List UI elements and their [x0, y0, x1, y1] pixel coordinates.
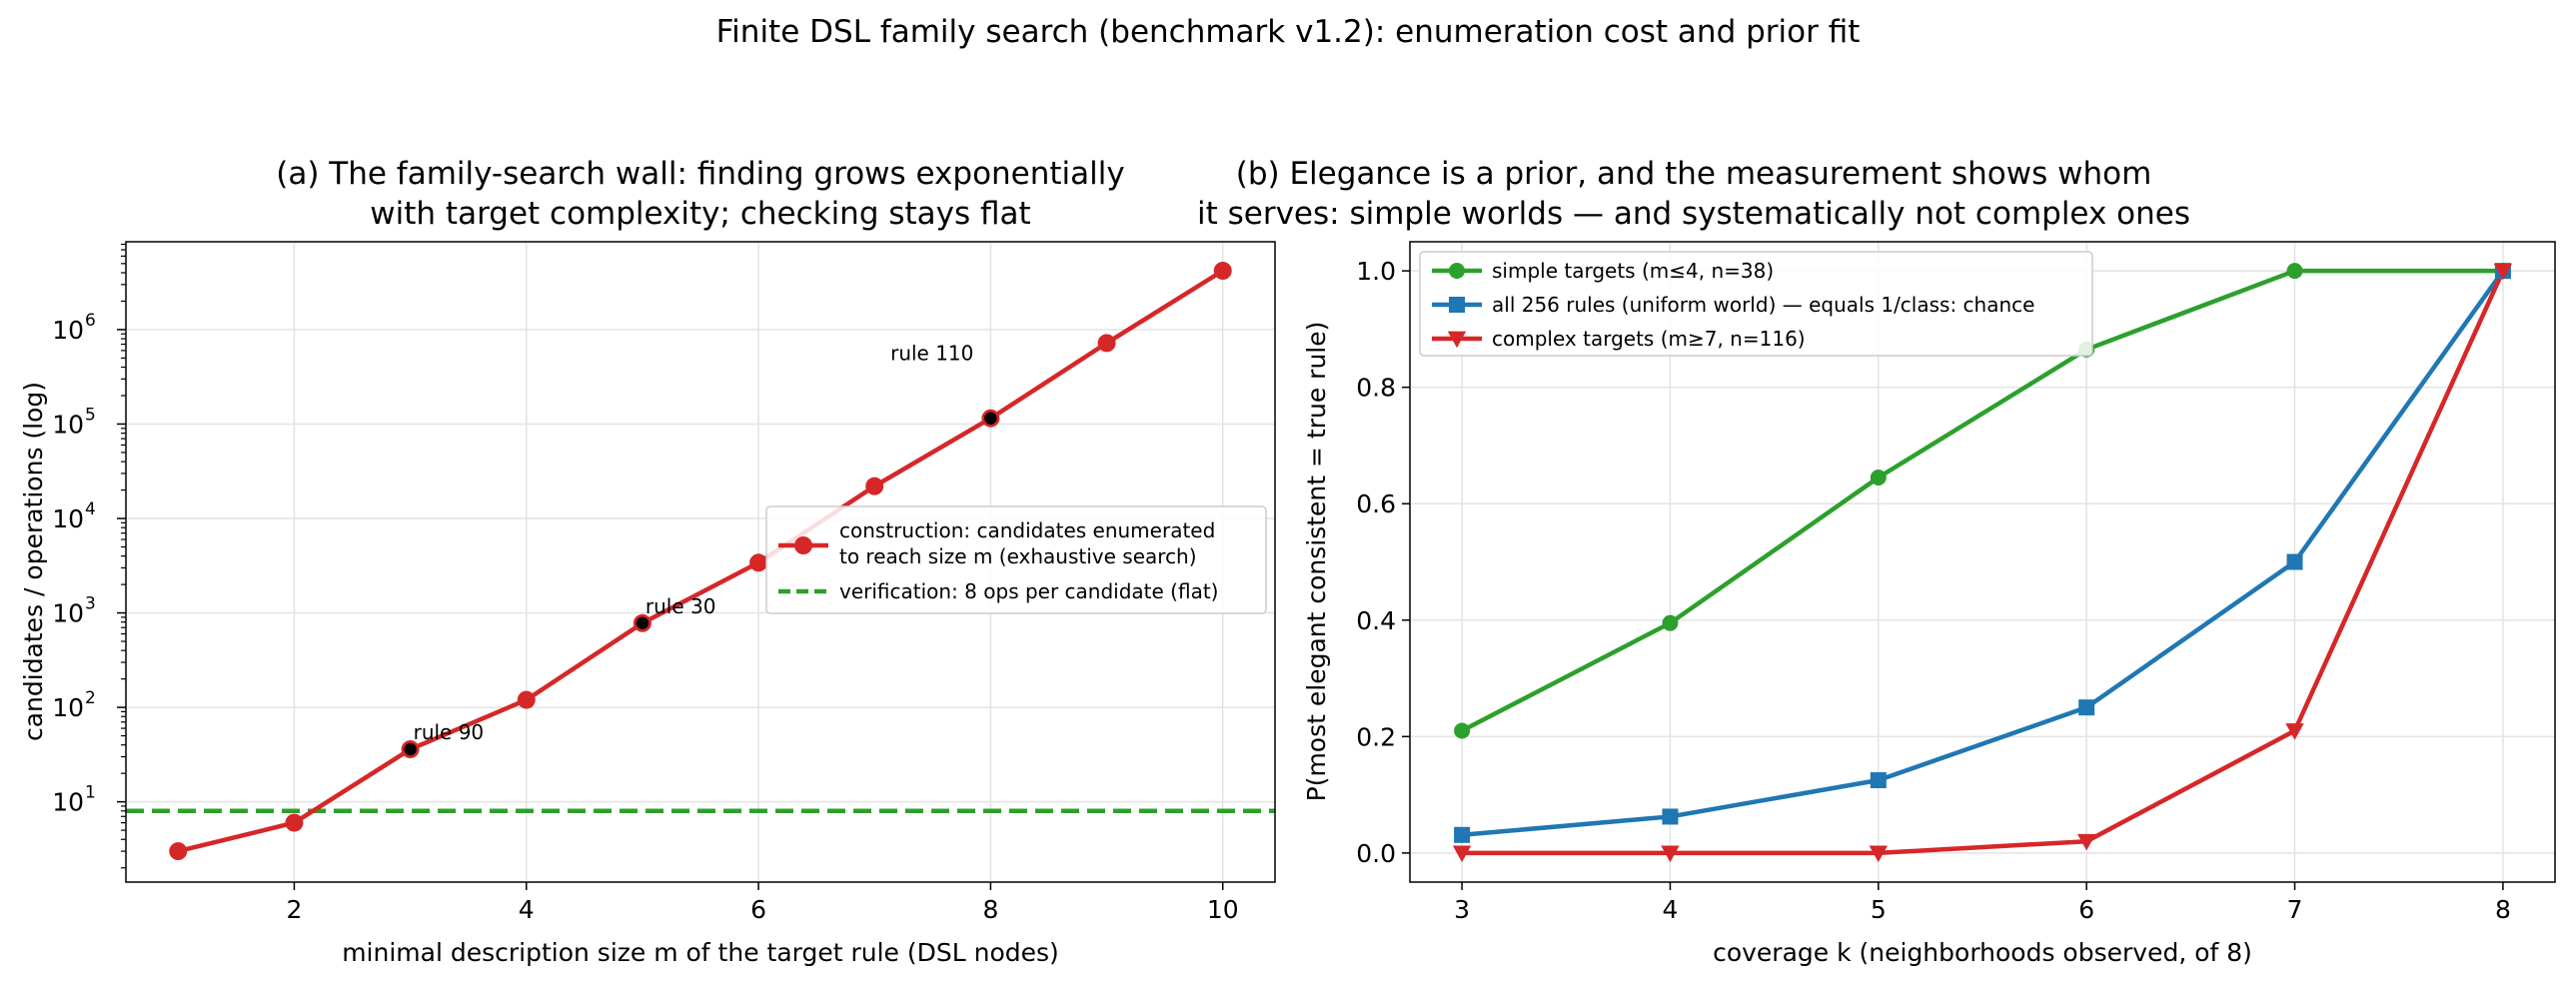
- panel-a-y-axis-label: candidates / operations (log): [19, 382, 48, 741]
- panel-a-title-line-1: (a) The family-search wall: finding grow…: [276, 156, 1125, 192]
- panel-a-y-tick-base: 10: [52, 410, 84, 439]
- panel-b-ticks: 3 4 5 6 7 8 0.0 0.2 0.4 0.6 0.8 1.0: [1356, 257, 2511, 924]
- panel-a-y-tick-label: 10 1: [52, 783, 96, 817]
- simple-targets-point: [2286, 263, 2303, 280]
- legend-simple-targets-label: simple targets (m≤4, n=38): [1492, 259, 1774, 283]
- panel-b-title-line-1: (b) Elegance is a prior, and the measure…: [1236, 156, 2152, 192]
- panel-a-x-tick-label: 8: [982, 895, 998, 924]
- construction-point: [169, 842, 188, 861]
- complex-targets-point: [2076, 833, 2096, 851]
- complex-targets-point: [1661, 845, 1680, 863]
- highlight-point-rule-90: [402, 741, 419, 757]
- legend-all-256-rules-label: all 256 rules (uniform world) — equals 1…: [1492, 293, 2034, 317]
- all-256-rules-line: [1461, 269, 2505, 838]
- panel-b-y-tick-label: 1.0: [1356, 257, 1396, 286]
- panel-a-y-tick-base: 10: [52, 788, 84, 817]
- panel-a-title-line-2: with target complexity; checking stays f…: [370, 196, 1030, 232]
- construction-point: [749, 553, 768, 572]
- simple-targets-line: [1461, 268, 2503, 733]
- panel-b-legend: simple targets (m≤4, n=38) all 256 rules …: [1419, 251, 2093, 357]
- panel-a-y-tick-base: 10: [52, 693, 84, 722]
- panel-b: (b) Elegance is a prior, and the measure…: [1197, 156, 2556, 967]
- highlight-point-rule-30: [635, 615, 650, 631]
- all-256-rules-point: [1454, 826, 1471, 843]
- legend-construction-label: construction: candidates enumerated: [839, 518, 1215, 542]
- panel-a-y-tick-exponent: 6: [85, 311, 96, 331]
- panel-a-y-tick-label: 10 5: [52, 405, 96, 439]
- construction-point: [285, 813, 304, 832]
- panel-b-y-tick-label: 0.2: [1356, 722, 1396, 751]
- legend-verification-label: verification: 8 ops per candidate (flat): [839, 579, 1218, 603]
- panel-a-frame: [125, 241, 1276, 883]
- panel-a-x-tick-label: 10: [1207, 895, 1239, 924]
- panel-a-y-tick-exponent: 5: [85, 405, 96, 425]
- panel-a-y-tick-exponent: 2: [85, 688, 96, 708]
- all-256-rules-point: [2078, 699, 2095, 716]
- panel-a-legend-box: [765, 505, 1267, 614]
- panel-a-x-tick-label: 6: [750, 895, 766, 924]
- panel-b-x-tick-label: 3: [1454, 895, 1470, 924]
- panel-b-y-tick-label: 0.0: [1356, 839, 1396, 868]
- panel-a-x-axis-label: minimal description size m of the target…: [342, 938, 1059, 967]
- construction-point: [517, 690, 536, 709]
- legend-complex-targets-label: complex targets (m≥7, n=116): [1492, 327, 1806, 351]
- panel-b-x-tick-label: 8: [2495, 895, 2511, 924]
- panel-b-x-tick-label: 6: [2078, 895, 2094, 924]
- panel-a-x-tick-label: 2: [286, 895, 302, 924]
- panel-b-x-tick-label: 4: [1663, 895, 1679, 924]
- panel-b-legend-box: [1419, 251, 2093, 357]
- simple-targets-point: [1662, 614, 1679, 631]
- panel-a-y-tick-label: 10 6: [52, 311, 96, 345]
- panel-b-x-tick-label: 7: [2287, 895, 2303, 924]
- panel-a-y-tick-exponent: 3: [85, 594, 96, 614]
- all-256-rules-point: [2286, 553, 2303, 570]
- panel-a-x-tick-label: 4: [519, 895, 535, 924]
- figure-title: Finite DSL family search (benchmark v1.2…: [715, 14, 1861, 50]
- complex-targets-point: [1869, 845, 1889, 863]
- panel-b-y-tick-label: 0.6: [1356, 490, 1396, 518]
- legend-construction-marker: [794, 536, 812, 554]
- panel-a-y-tick-label: 10 3: [52, 594, 96, 628]
- highlight-point-rule-110: [982, 410, 999, 427]
- panel-a-y-tick-base: 10: [52, 504, 84, 533]
- construction-point: [865, 477, 884, 495]
- legend-simple-targets-marker: [1449, 263, 1465, 279]
- panel-a-y-tick-base: 10: [52, 599, 84, 628]
- legend-all-256-rules-marker: [1449, 297, 1465, 313]
- all-256-rules-point: [1662, 808, 1679, 825]
- panel-b-x-tick-label: 5: [1871, 895, 1887, 924]
- complex-targets-point: [2493, 263, 2513, 281]
- simple-targets-point: [1870, 470, 1887, 487]
- panel-a-y-tick-label: 10 2: [52, 688, 96, 722]
- panel-b-title-line-2: it serves: simple worlds — and systemati…: [1197, 196, 2190, 232]
- panel-a: (a) The family-search wall: finding grow…: [19, 156, 1276, 967]
- panel-b-x-axis-label: coverage k (neighborhoods observed, of 8…: [1713, 938, 2252, 967]
- legend-complex-targets-marker: [1447, 331, 1467, 349]
- panel-b-y-axis-label: P(most elegant consistent = true rule): [1302, 322, 1331, 802]
- construction-point: [1097, 334, 1116, 353]
- panel-a-y-tick-base: 10: [52, 316, 84, 345]
- highlight-label: rule 90: [414, 720, 485, 744]
- panel-b-series: [1452, 263, 2513, 863]
- highlight-label: rule 110: [890, 342, 973, 366]
- complex-targets-line: [1462, 270, 2505, 856]
- legend-construction-label: to reach size m (exhaustive search): [839, 544, 1197, 568]
- all-256-rules-point: [1870, 772, 1887, 789]
- complex-targets-point: [2285, 723, 2304, 740]
- panel-a-y-tick-exponent: 1: [85, 783, 96, 803]
- panel-b-y-tick-label: 0.8: [1356, 374, 1396, 403]
- simple-targets-point: [1454, 722, 1471, 739]
- panel-a-y-tick-exponent: 4: [85, 499, 96, 519]
- complex-targets-point: [1452, 845, 1472, 863]
- panel-a-y-tick-label: 10 4: [52, 499, 96, 533]
- construction-point: [1213, 262, 1232, 281]
- construction-series-line: [177, 269, 1224, 854]
- panel-a-highlights: rule 90 rule 30 rule 110: [402, 342, 999, 757]
- panel-b-y-tick-label: 0.4: [1356, 606, 1396, 635]
- highlight-label: rule 30: [645, 594, 716, 618]
- panel-b-frame: [1409, 241, 2556, 883]
